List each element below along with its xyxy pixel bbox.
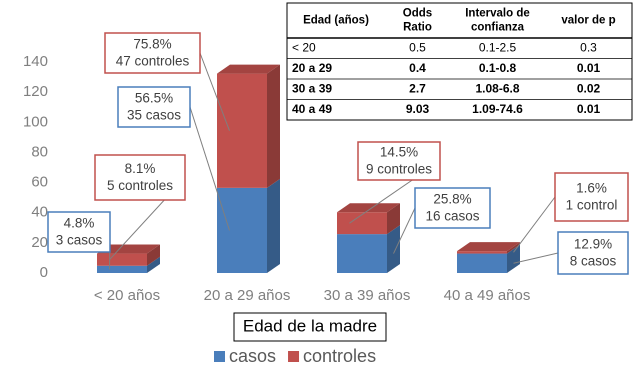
bar — [457, 253, 507, 273]
bar-top — [217, 64, 280, 74]
callout-box — [557, 231, 629, 275]
data-label: 12.9% — [574, 237, 612, 252]
bar-side — [507, 242, 520, 254]
data-label-count: 16 casos — [425, 209, 479, 224]
leader-line — [189, 106, 230, 231]
y-tick-label: 80 — [31, 143, 48, 160]
x-tick-label: < 20 años — [94, 287, 160, 304]
leader-line — [393, 207, 416, 254]
data-label: 8.1% — [125, 161, 156, 176]
table-cell: 40 a 49 — [292, 102, 332, 116]
bar — [97, 265, 147, 273]
bar-side — [387, 203, 400, 235]
table-cell: 0.1-2.5 — [479, 40, 517, 54]
data-label-count: 47 controles — [116, 54, 190, 69]
callout-box — [554, 172, 629, 222]
data-label-count: 8 casos — [570, 254, 617, 269]
table-cell: 0.3 — [580, 40, 597, 54]
bar-top — [337, 203, 400, 213]
y-tick-label: 0 — [40, 264, 48, 281]
table-cell: 1.08-6.8 — [475, 81, 519, 95]
x-tick-label: 30 a 39 años — [324, 287, 411, 304]
bar-side — [147, 256, 160, 273]
bar — [457, 251, 507, 254]
bar-side — [507, 244, 520, 273]
table-cell: 0.02 — [577, 81, 601, 95]
leader-line — [513, 196, 556, 253]
callout-box — [104, 32, 201, 74]
bar — [217, 73, 267, 188]
data-label-count: 9 controles — [366, 162, 432, 177]
data-label: 14.5% — [380, 145, 418, 160]
x-label-box — [233, 312, 387, 342]
table-cell: 2.7 — [409, 81, 426, 95]
bar — [217, 187, 267, 273]
table-cell: 9.03 — [406, 102, 430, 116]
data-label: 1.6% — [576, 181, 607, 196]
data-label: 25.8% — [433, 192, 471, 207]
callout-box — [47, 211, 111, 253]
bar-top — [97, 244, 160, 254]
table-cell: 0.5 — [409, 40, 426, 54]
legend-swatch — [288, 351, 300, 362]
data-label-count: 5 controles — [107, 178, 173, 193]
bar-top — [457, 242, 520, 252]
table-cell: 0.1-0.8 — [479, 61, 517, 75]
y-tick-label: 40 — [31, 204, 48, 221]
leader-line — [513, 252, 559, 264]
data-label-count: 35 casos — [127, 108, 181, 123]
callout-box — [94, 154, 186, 201]
x-tick-label: 40 a 49 años — [444, 287, 531, 304]
y-tick-label: 60 — [31, 174, 48, 191]
data-label: 75.8% — [133, 37, 171, 52]
table-header: Intervalo de confianza — [465, 8, 530, 34]
data-label-count: 1 control — [566, 198, 618, 213]
data-label: 56.5% — [135, 91, 173, 106]
leader-line — [199, 52, 230, 131]
legend-label: controles — [303, 346, 376, 366]
table-cell: < 20 — [292, 40, 316, 54]
bar-side — [387, 225, 400, 273]
data-label: 4.8% — [64, 216, 95, 231]
table-header: Odds Ratio — [403, 8, 432, 34]
legend-swatch — [214, 351, 225, 362]
y-tick-label: 120 — [23, 83, 48, 100]
callout-box — [357, 141, 441, 181]
table-header: Edad (años) — [303, 15, 369, 27]
y-tick-label: 100 — [23, 113, 48, 130]
x-axis-label: Edad de la madre — [243, 316, 377, 335]
table-cell: 0.01 — [577, 61, 601, 75]
bar — [337, 234, 387, 273]
table-cell: 0.4 — [409, 61, 426, 75]
bar-side — [267, 64, 280, 188]
y-tick-label: 20 — [31, 234, 48, 251]
table-bg — [286, 2, 633, 121]
bar — [337, 212, 387, 235]
table-cell: 0.01 — [577, 102, 601, 116]
y-tick-label: 140 — [23, 53, 48, 70]
data-label-count: 3 casos — [56, 233, 103, 248]
table-cell: 30 a 39 — [292, 81, 332, 95]
callout-box — [117, 86, 191, 128]
table-cell: 1.09-74.6 — [472, 102, 523, 116]
legend-label: casos — [229, 346, 276, 366]
table-header: valor de p — [561, 15, 615, 27]
table-cell: 20 a 29 — [292, 61, 332, 75]
bar-side — [267, 178, 280, 273]
callout-box — [414, 187, 491, 229]
bar-side — [147, 244, 160, 266]
bar — [97, 253, 147, 266]
x-tick-label: 20 a 29 años — [204, 287, 291, 304]
